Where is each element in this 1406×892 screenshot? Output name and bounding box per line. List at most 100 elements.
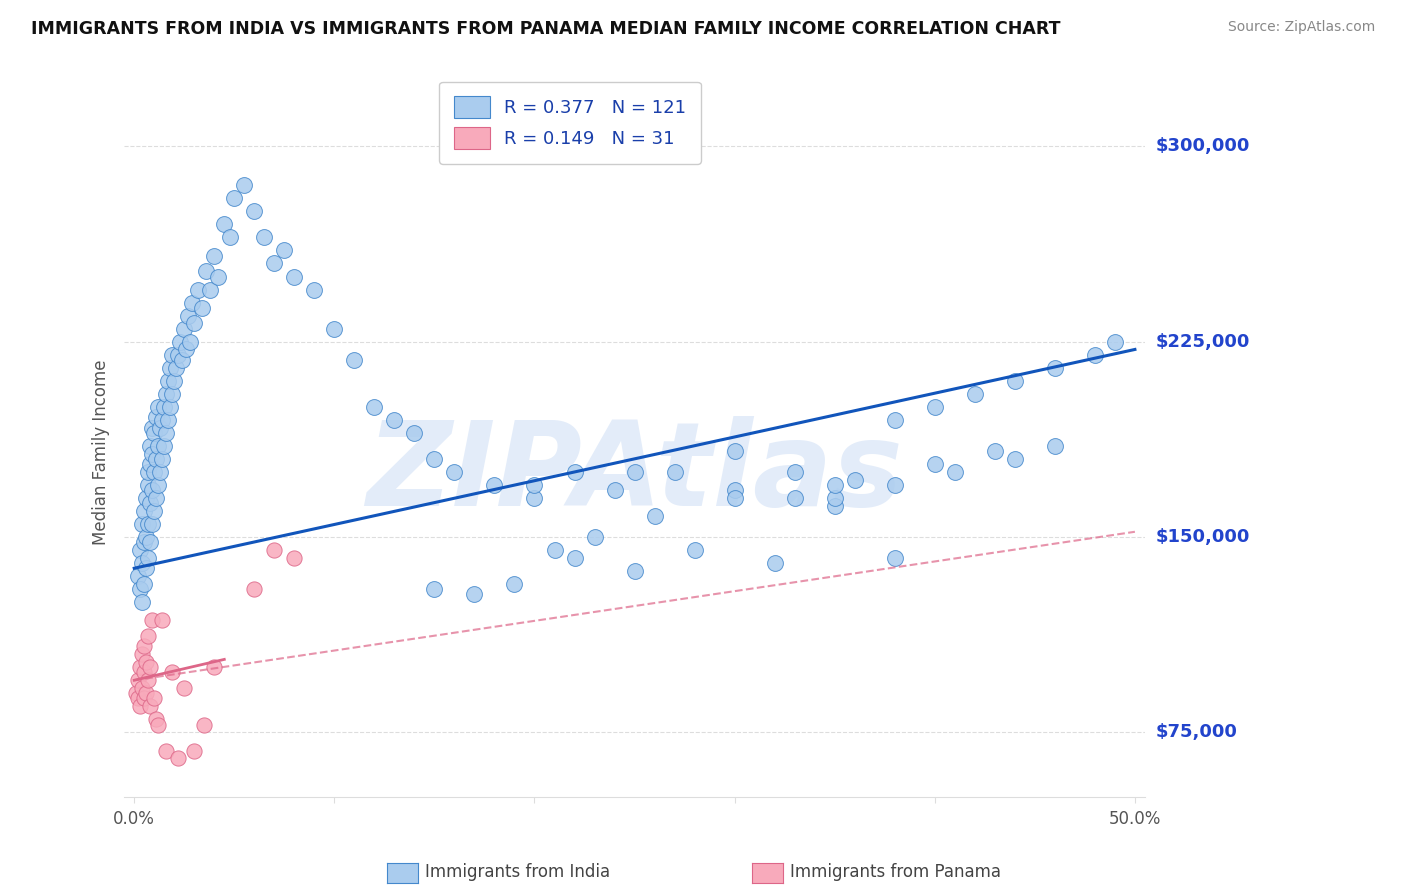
Point [150, 613, 173, 627]
Point [623, 564, 645, 578]
Point [163, 374, 186, 388]
Point [131, 681, 153, 695]
Point [343, 352, 366, 367]
Point [169, 334, 191, 349]
Point [924, 400, 946, 414]
Point [200, 283, 222, 297]
Point [824, 491, 846, 505]
Legend: R = 0.377   N = 121, R = 0.149   N = 31: R = 0.377 N = 121, R = 0.149 N = 31 [440, 82, 702, 164]
Point [165, 360, 187, 375]
Point [844, 473, 866, 487]
Point [129, 543, 152, 558]
Point [503, 577, 526, 591]
Point [136, 478, 159, 492]
Point [193, 717, 215, 731]
Point [404, 425, 426, 440]
Point [136, 465, 159, 479]
Point [883, 550, 905, 565]
Point [564, 550, 586, 565]
Point [233, 178, 256, 193]
Point [173, 321, 195, 335]
Point [135, 530, 157, 544]
Text: $300,000: $300,000 [1156, 137, 1250, 155]
Point [723, 491, 745, 505]
Point [1084, 348, 1107, 362]
Point [484, 478, 506, 492]
Point [543, 543, 565, 558]
Point [148, 717, 170, 731]
Point [148, 439, 170, 453]
Point [384, 413, 406, 427]
Text: IMMIGRANTS FROM INDIA VS IMMIGRANTS FROM PANAMA MEDIAN FAMILY INCOME CORRELATION: IMMIGRANTS FROM INDIA VS IMMIGRANTS FROM… [31, 20, 1060, 37]
Text: Source: ZipAtlas.com: Source: ZipAtlas.com [1227, 20, 1375, 34]
Point [1104, 334, 1126, 349]
Point [131, 556, 153, 570]
Point [139, 660, 162, 674]
Point [155, 743, 177, 757]
Point [174, 343, 197, 357]
Point [145, 712, 167, 726]
Point [263, 543, 285, 558]
Point [564, 465, 586, 479]
Y-axis label: Median Family Income: Median Family Income [93, 359, 110, 545]
Text: Immigrants from India: Immigrants from India [425, 863, 610, 881]
Text: $75,000: $75,000 [1156, 723, 1237, 741]
Point [162, 665, 184, 680]
Point [723, 483, 745, 497]
Point [207, 269, 229, 284]
Point [723, 444, 745, 458]
Point [664, 465, 686, 479]
Point [883, 478, 905, 492]
Point [253, 230, 276, 244]
Point [177, 309, 200, 323]
Point [155, 425, 177, 440]
Point [134, 665, 156, 680]
Point [824, 478, 846, 492]
Point [136, 550, 159, 565]
Point [443, 465, 465, 479]
Point [129, 660, 152, 674]
Point [134, 577, 156, 591]
Point [134, 535, 156, 549]
Text: ZIPAtlas: ZIPAtlas [366, 416, 903, 531]
Point [135, 686, 157, 700]
Point [141, 483, 163, 497]
Point [1043, 360, 1066, 375]
Point [1004, 451, 1026, 466]
Point [148, 400, 170, 414]
Point [149, 420, 172, 434]
Point [143, 691, 166, 706]
Point [523, 478, 546, 492]
Point [304, 283, 326, 297]
Point [523, 491, 546, 505]
Point [159, 400, 181, 414]
Point [167, 348, 190, 362]
Point [883, 413, 905, 427]
Point [153, 400, 176, 414]
Point [139, 439, 162, 453]
Point [129, 699, 152, 714]
Point [172, 352, 194, 367]
Point [191, 301, 214, 315]
Point [463, 587, 485, 601]
Point [159, 360, 181, 375]
Point [153, 439, 176, 453]
Point [136, 629, 159, 643]
Point [219, 230, 242, 244]
Point [243, 204, 266, 219]
Point [135, 655, 157, 669]
Point [145, 491, 167, 505]
Point [141, 516, 163, 531]
Point [127, 673, 149, 688]
Point [143, 465, 166, 479]
Point [127, 691, 149, 706]
Point [179, 334, 201, 349]
Point [134, 691, 156, 706]
Text: $225,000: $225,000 [1156, 333, 1250, 351]
Point [150, 451, 173, 466]
Point [924, 457, 946, 471]
Point [145, 451, 167, 466]
Point [603, 483, 626, 497]
Point [141, 420, 163, 434]
Point [125, 686, 148, 700]
